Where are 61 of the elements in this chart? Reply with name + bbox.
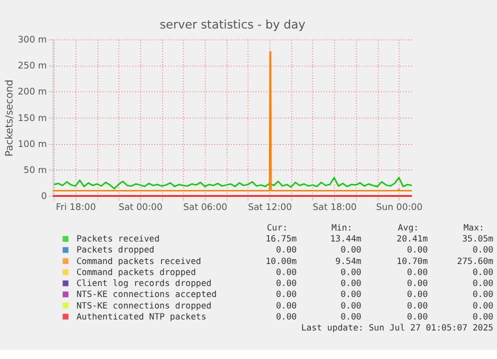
text: Cur:: [266, 224, 288, 234]
y-tick-label: 250 m: [18, 62, 48, 72]
text: 0.00: [340, 279, 362, 290]
text: 0.00: [472, 301, 494, 312]
legend-label: Command packets received: [76, 256, 202, 267]
text: 0.00: [340, 301, 362, 312]
text: 0.00: [340, 268, 362, 278]
text: 35.05m: [462, 234, 494, 245]
text: 16.75m: [266, 234, 297, 245]
text: 0.00: [340, 290, 362, 300]
text: Avg:: [398, 224, 419, 234]
text: 0.00: [407, 268, 428, 278]
legend-label: Packets received: [76, 234, 160, 245]
x-tick-label: Fri 18:00: [56, 203, 96, 214]
y-tick-label: 300 m: [18, 36, 48, 46]
y-tick-label: 50 m: [24, 166, 48, 176]
text: 0.00: [407, 301, 428, 312]
text: 0.00: [407, 246, 428, 256]
line-series: [53, 176, 412, 190]
text: 0.00: [472, 246, 494, 256]
x-tick-label: Sat 18:00: [312, 203, 357, 214]
text: 275.60m: [457, 256, 494, 267]
text: 20.41m: [396, 234, 428, 245]
text: 0.00: [407, 312, 428, 322]
text: Max:: [463, 224, 484, 234]
text: 0.00: [407, 290, 428, 300]
text: 0.00: [276, 290, 297, 300]
text: 0.00: [472, 312, 494, 322]
y-axis-title: Packets/second: [4, 80, 16, 157]
text: 13.44m: [330, 234, 362, 245]
legend-label: NTS-KE connections dropped: [76, 301, 212, 312]
y-tick-label: 0: [41, 192, 48, 202]
text: 0.00: [276, 301, 297, 312]
text: Last update: Sun Jul 27 01:05:07 2025: [301, 323, 494, 334]
legend-label: Command packets dropped: [76, 268, 196, 278]
x-tick-label: Sat 06:00: [183, 203, 228, 214]
text: 10.70m: [396, 256, 428, 267]
y-tick-label: 150 m: [18, 114, 48, 124]
legend-label: Client log records dropped: [76, 279, 212, 290]
text: 0.00: [276, 279, 297, 290]
text: 10.00m: [266, 256, 297, 267]
x-tick-label: Sat 12:00: [248, 203, 292, 214]
text: 0.00: [276, 312, 297, 322]
text: 0.00: [276, 246, 297, 256]
text: 0.00: [472, 290, 494, 300]
x-tick-label: Sun 00:00: [376, 203, 423, 214]
text: 0.00: [472, 279, 494, 290]
y-tick-label: 200 m: [18, 88, 48, 98]
text: 0.00: [340, 246, 362, 256]
legend-label: Packets dropped: [76, 246, 154, 256]
legend-label: NTS-KE connections accepted: [76, 290, 217, 300]
text: Min:: [331, 224, 352, 234]
legend-label: Authenticated NTP packets: [76, 312, 206, 322]
y-tick-label: 100 m: [18, 140, 48, 150]
x-tick-label: Sat 00:00: [118, 203, 163, 214]
text: 0.00: [340, 312, 362, 322]
text: 0.00: [276, 268, 297, 278]
text: 9.54m: [335, 256, 362, 267]
text: 0.00: [472, 268, 494, 278]
text: 0.00: [407, 279, 428, 290]
chart-title: server statistics - by day: [160, 17, 306, 32]
